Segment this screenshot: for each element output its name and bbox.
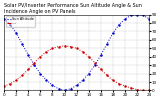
Text: Solar PV/Inverter Performance Sun Altitude Angle & Sun Incidence Angle on PV Pan: Solar PV/Inverter Performance Sun Altitu… — [4, 3, 142, 14]
Legend: Sun Altitude, ----: Sun Altitude, ---- — [6, 16, 35, 27]
